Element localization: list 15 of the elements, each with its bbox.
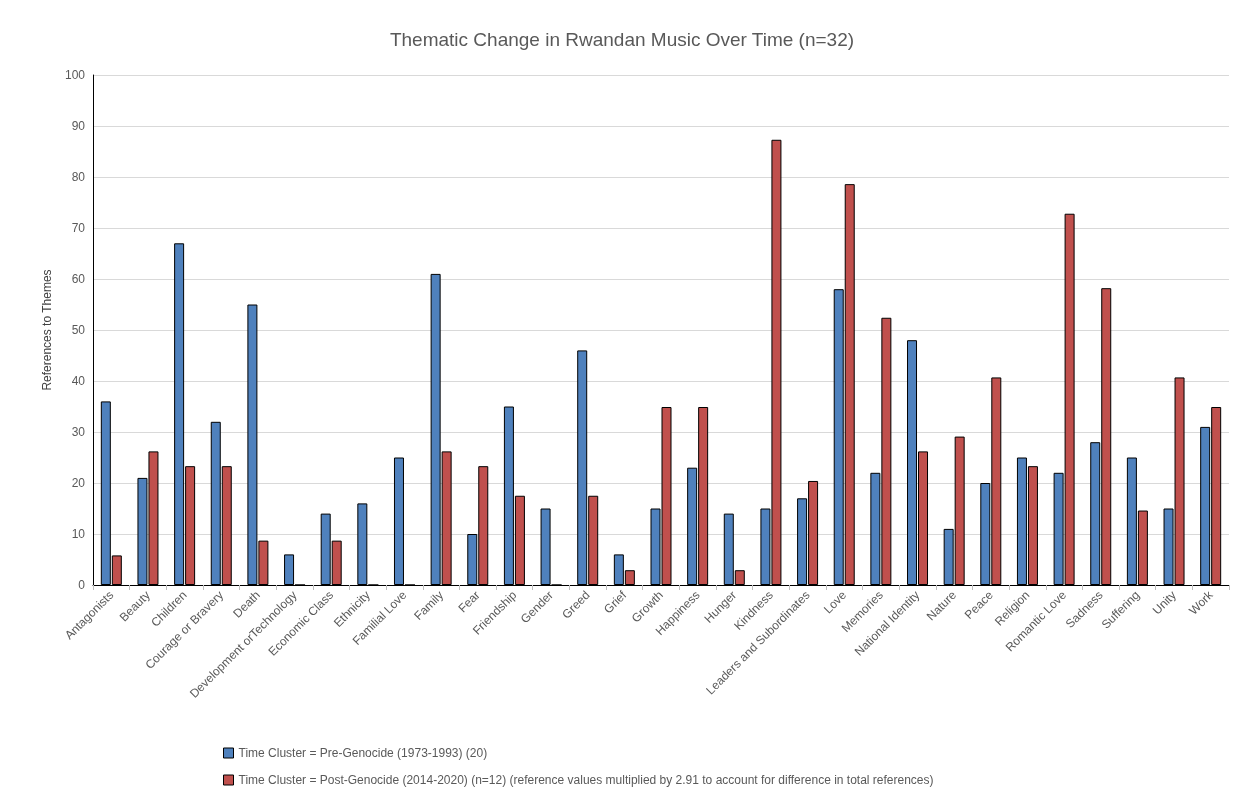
- legend-label: Time Cluster = Post-Genocide (2014-2020) (n=12) (reference values multiplied by 2.91 to account for difference in total references): [238, 773, 934, 787]
- y-tick-label: 70: [71, 221, 86, 235]
- y-tick-label: 0: [78, 578, 86, 592]
- y-tick-label: 10: [71, 527, 86, 541]
- y-tick-label: 100: [64, 68, 86, 82]
- y-tick-label: 80: [71, 170, 86, 184]
- y-tick-label: 90: [71, 119, 86, 133]
- y-axis-title: References to Themes: [40, 269, 54, 391]
- y-tick-label: 30: [71, 425, 86, 439]
- y-tick-label: 60: [71, 272, 86, 286]
- y-tick-label: 50: [71, 323, 86, 337]
- chart-title: Thematic Change in Rwandan Music Over Time (n=32): [389, 29, 855, 50]
- y-tick-label: 40: [71, 374, 86, 388]
- legend-label: Time Cluster = Pre-Genocide (1973-1993) (20): [238, 746, 488, 760]
- y-tick-label: 20: [71, 476, 86, 490]
